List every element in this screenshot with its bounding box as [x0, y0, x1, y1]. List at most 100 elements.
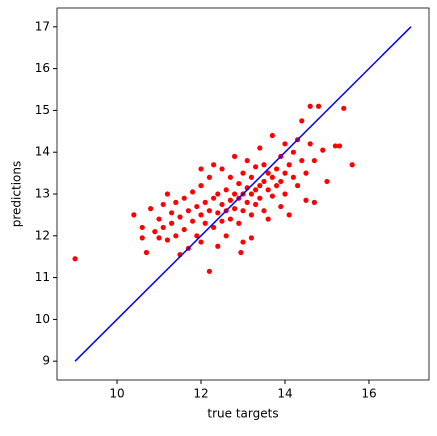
point	[194, 203, 200, 210]
point	[299, 118, 305, 124]
y-tick-label: 9	[42, 354, 50, 368]
point	[278, 178, 284, 185]
point	[198, 166, 204, 172]
point	[211, 162, 217, 168]
point	[139, 235, 145, 241]
line	[74, 26, 412, 362]
point	[164, 237, 171, 243]
point	[198, 183, 204, 189]
point	[257, 145, 263, 151]
point	[248, 212, 254, 218]
point	[248, 191, 254, 197]
point	[215, 191, 221, 197]
y-axis-label: predictions	[10, 161, 24, 227]
point	[349, 162, 355, 168]
point	[211, 195, 217, 201]
point	[206, 268, 213, 274]
point	[341, 105, 347, 111]
point	[282, 141, 288, 147]
point	[269, 193, 275, 199]
point	[261, 178, 267, 185]
y-tick-label: 11	[35, 270, 50, 284]
point	[219, 166, 225, 172]
point	[202, 199, 208, 205]
point	[307, 141, 313, 147]
point	[236, 220, 242, 226]
point	[160, 201, 166, 208]
point	[219, 218, 225, 224]
point	[240, 239, 246, 245]
point	[294, 183, 301, 189]
point	[248, 235, 254, 241]
point	[227, 174, 234, 180]
point	[311, 157, 317, 164]
point	[265, 216, 271, 222]
point	[190, 189, 196, 195]
point	[269, 174, 275, 180]
point	[173, 199, 179, 205]
point	[265, 187, 271, 193]
point	[177, 214, 183, 220]
point	[303, 170, 309, 176]
point	[219, 201, 225, 208]
point	[173, 233, 179, 239]
point	[257, 183, 263, 189]
point	[227, 197, 234, 203]
point	[148, 206, 154, 212]
x-axis-label: true targets	[207, 407, 278, 421]
point	[223, 233, 229, 239]
point	[152, 229, 158, 235]
point	[252, 187, 259, 193]
point	[273, 183, 280, 189]
point	[169, 220, 175, 226]
point	[139, 224, 145, 231]
point	[240, 170, 246, 176]
point	[198, 239, 204, 245]
point	[232, 191, 238, 197]
point	[232, 153, 238, 159]
point	[143, 249, 150, 256]
point	[286, 212, 292, 218]
point	[261, 208, 267, 214]
point	[278, 203, 284, 210]
point	[286, 162, 292, 168]
y-tick-label: 15	[35, 103, 50, 117]
point	[72, 256, 78, 262]
point	[311, 199, 317, 205]
point	[336, 143, 343, 149]
point	[290, 174, 296, 180]
y-tick-label: 16	[35, 61, 50, 75]
y-tick-label: 13	[35, 187, 50, 201]
point	[324, 178, 330, 185]
point	[198, 212, 204, 218]
point	[257, 195, 263, 201]
x-tick-label: 16	[361, 387, 376, 401]
point	[164, 191, 171, 197]
point	[244, 157, 250, 164]
point	[223, 187, 229, 193]
point	[303, 197, 309, 203]
point	[282, 170, 288, 176]
point	[190, 218, 196, 224]
point	[194, 233, 200, 239]
point	[206, 208, 213, 214]
point	[265, 170, 271, 176]
point	[215, 210, 221, 216]
point	[169, 210, 175, 216]
point	[252, 201, 259, 208]
point	[181, 195, 187, 201]
point	[131, 212, 137, 218]
point	[232, 206, 238, 212]
point	[248, 174, 254, 180]
point	[307, 103, 313, 109]
point	[290, 149, 296, 155]
x-tick-label: 12	[193, 387, 208, 401]
x-tick-label: 10	[109, 387, 124, 401]
y-tick-label: 12	[35, 228, 50, 242]
point	[185, 208, 192, 214]
point	[282, 191, 288, 197]
point	[299, 157, 305, 164]
point	[227, 216, 234, 222]
point	[261, 162, 267, 168]
